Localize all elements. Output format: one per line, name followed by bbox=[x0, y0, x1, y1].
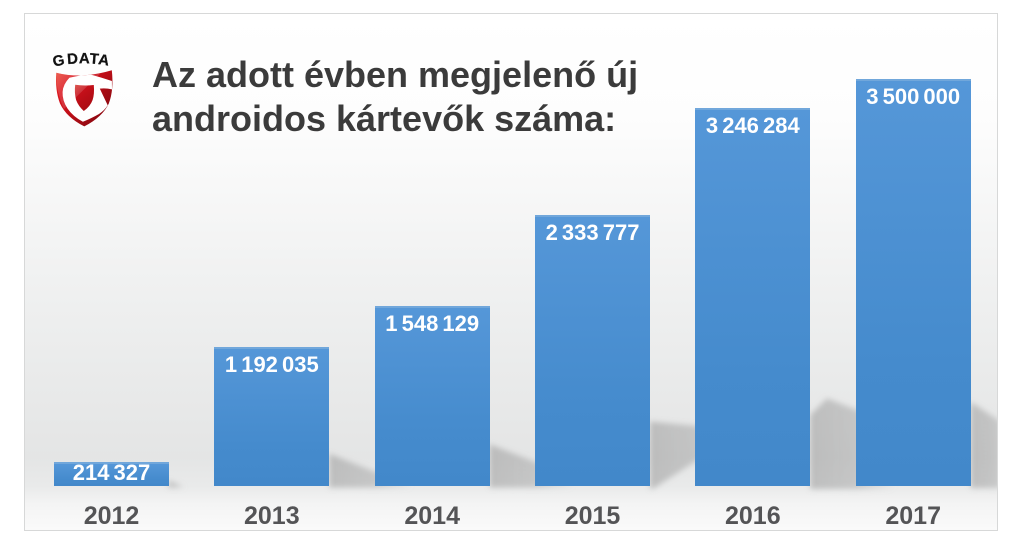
svg-text:G DATA: G DATA bbox=[51, 50, 111, 70]
